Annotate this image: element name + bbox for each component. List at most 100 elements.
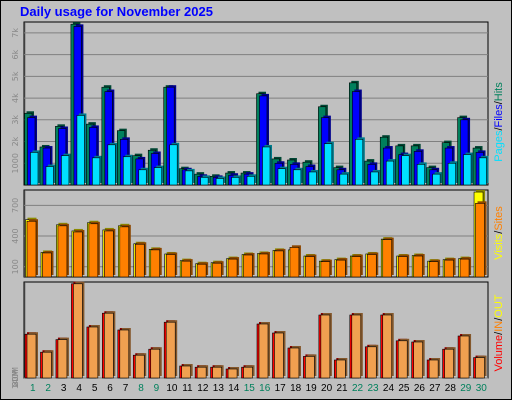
sites-bar: [165, 252, 178, 278]
pages-bar: [308, 169, 319, 186]
sites-bar: [119, 224, 131, 278]
pages-bar: [30, 150, 40, 186]
sites-bar: [444, 258, 456, 278]
pages-bar: [200, 175, 211, 186]
sites-bar: [88, 221, 100, 278]
pages-bar: [169, 142, 180, 186]
panel-2: [23, 189, 489, 278]
pages-bar: [401, 153, 412, 186]
in-bar: [351, 313, 363, 379]
legend-in: IN: [493, 321, 505, 332]
sites-bar: [104, 228, 116, 278]
y-tick-label: 1000: [11, 153, 20, 173]
x-tick-label: 9: [154, 383, 160, 394]
y-tick-label: 100: [11, 259, 20, 274]
x-tick-label: 12: [197, 383, 209, 394]
in-bar: [444, 347, 456, 379]
sites-bar: [26, 219, 38, 278]
pages-bar: [447, 161, 458, 186]
legend-separator: /: [493, 100, 505, 104]
sites-bar: [73, 229, 85, 278]
sites-bar: [289, 245, 301, 278]
pages-bar: [246, 174, 257, 186]
sites-bar: [366, 252, 379, 278]
pages-bar: [92, 155, 102, 186]
x-tick-label: 10: [166, 383, 178, 394]
in-bar: [382, 313, 394, 379]
pages-bar: [370, 169, 381, 186]
in-bar: [459, 334, 472, 379]
side-legend: Volume/IN/OUT: [493, 294, 505, 371]
pages-bar: [45, 164, 56, 186]
x-tick-label: 29: [460, 383, 472, 394]
y-tick-label: 3k: [11, 115, 20, 125]
legend-files: Files: [493, 104, 505, 128]
x-tick-label: 21: [337, 383, 349, 394]
pages-bar: [293, 167, 303, 186]
in-bar: [243, 365, 255, 379]
pages-bar: [231, 175, 242, 186]
in-bar: [119, 328, 131, 379]
sites-bar: [181, 259, 193, 278]
sites-bar: [196, 262, 209, 278]
side-legend: Pages/Files/Hits: [493, 82, 505, 162]
x-tick-label: 18: [290, 383, 302, 394]
x-tick-label: 6: [107, 383, 113, 394]
pages-bar: [324, 141, 334, 186]
x-tick-label: 4: [76, 383, 82, 394]
legend-pages: Pages: [493, 130, 505, 162]
sites-bar: [475, 201, 487, 278]
sites-bar: [397, 254, 410, 278]
sites-bar: [320, 259, 332, 278]
legend-separator: /: [493, 127, 505, 131]
sites-bar: [150, 247, 162, 278]
x-tick-label: 25: [398, 383, 410, 394]
y-tick-label: 20M: [11, 369, 20, 386]
x-tick-label: 17: [275, 383, 287, 394]
legend-out: OUT: [493, 294, 505, 318]
in-bar: [165, 320, 178, 379]
legend-hits: Hits: [493, 82, 505, 101]
x-tick-label: 22: [352, 383, 364, 394]
x-tick-label: 16: [259, 383, 271, 394]
panel-3: [23, 281, 489, 379]
y-tick-label: 4k: [11, 93, 20, 103]
sites-bar: [351, 254, 363, 278]
pages-bar: [432, 172, 443, 186]
pages-bar: [277, 166, 288, 186]
in-bar: [397, 338, 410, 379]
in-bar: [274, 331, 286, 379]
x-tick-label: 23: [367, 383, 379, 394]
legend-visits: Visits: [493, 233, 505, 260]
in-bar: [320, 313, 332, 379]
in-bar: [413, 340, 425, 379]
x-tick-label: 8: [138, 383, 144, 394]
legend-sites: Sites: [493, 206, 505, 231]
sites-bar: [258, 251, 270, 278]
pages-bar: [107, 142, 118, 186]
sites-bar: [274, 248, 286, 278]
in-bar: [104, 311, 116, 379]
x-tick-label: 24: [383, 383, 395, 394]
sites-bar: [413, 254, 425, 278]
legend-separator: /: [493, 331, 505, 335]
pages-bar: [153, 165, 164, 186]
sites-bar: [459, 257, 472, 278]
in-bar: [88, 325, 100, 379]
x-tick-label: 19: [306, 383, 318, 394]
y-tick-label: 2k: [11, 136, 20, 146]
pages-bar: [76, 113, 87, 186]
y-tick-label: 6k: [11, 49, 20, 59]
sites-bar: [428, 259, 441, 278]
x-tick-label: 13: [213, 383, 225, 394]
side-legend: Visits/Sites: [493, 206, 505, 260]
y-tick-label: 400: [11, 228, 20, 243]
pages-bar: [262, 144, 272, 186]
sites-bar: [227, 257, 240, 278]
y-tick-label: 5k: [11, 71, 20, 81]
in-bar: [181, 364, 193, 379]
x-tick-label: 5: [92, 383, 98, 394]
pages-bar: [123, 154, 133, 186]
pages-bar: [385, 159, 396, 186]
